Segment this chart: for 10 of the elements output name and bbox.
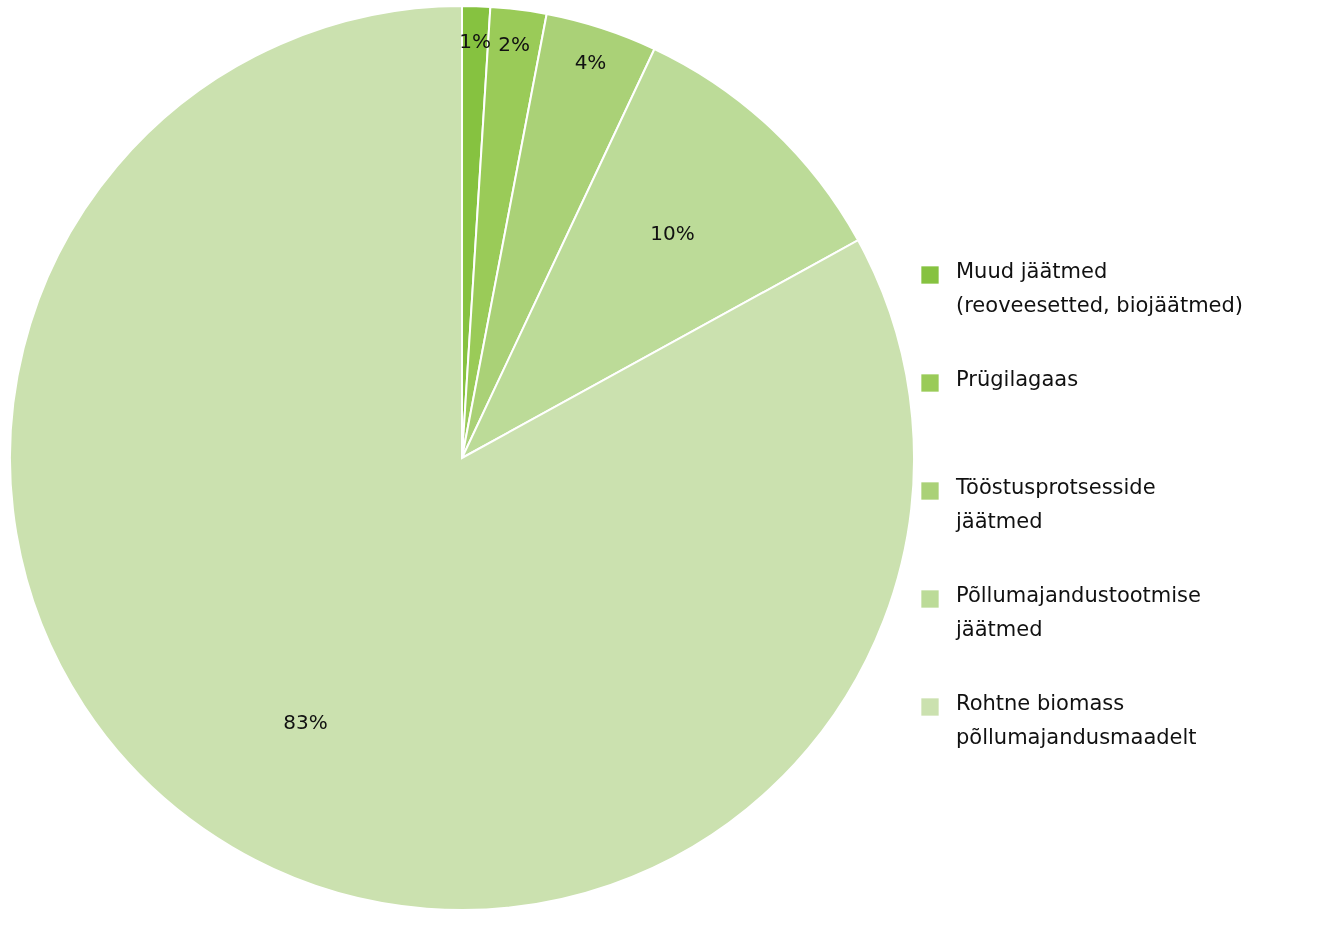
legend-label: Muud jäätmed (reoveesetted, biojäätmed): [956, 259, 1244, 317]
pie-slice: [9, 5, 915, 911]
legend-label: Prügilagaas: [956, 367, 1079, 391]
data-label: 10%: [650, 220, 695, 245]
legend-label: Rohtne biomass põllumajandusmaadelt: [956, 691, 1197, 749]
data-label: 83%: [283, 709, 328, 734]
legend-label: Tööstusprotsesside jäätmed: [955, 475, 1156, 533]
data-label: 4%: [574, 49, 607, 74]
legend-label: Põllumajandustootmise jäätmed: [955, 583, 1201, 641]
data-label: 2%: [498, 32, 530, 57]
